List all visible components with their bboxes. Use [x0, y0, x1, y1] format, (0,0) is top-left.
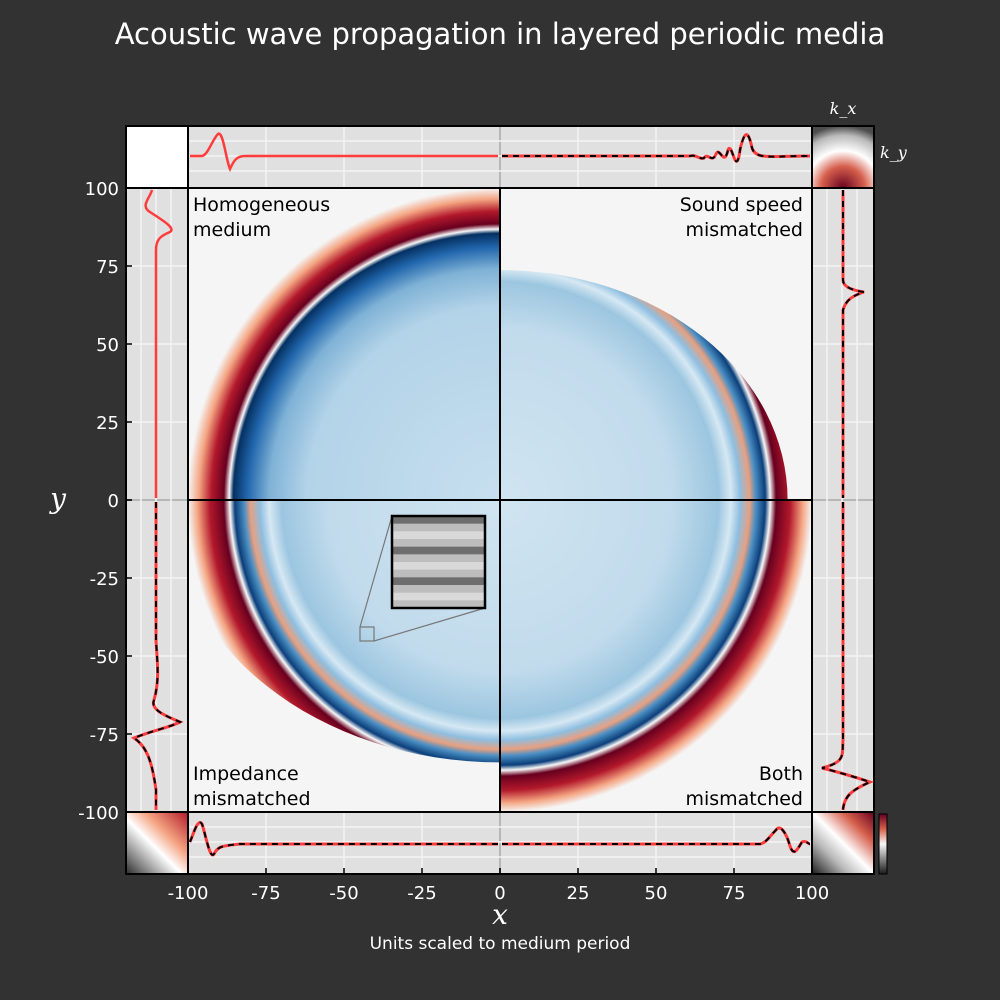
wavefront-both	[500, 500, 812, 812]
x-tick-label: 50	[645, 883, 668, 904]
x-tick-label: 75	[723, 883, 746, 904]
heatmap-quadrants	[187, 187, 813, 813]
y-tick-label: 25	[96, 413, 119, 434]
inset-layer-stripe	[392, 546, 485, 555]
inset-layer-stripe	[392, 516, 485, 524]
dispersion-map-top-right	[811, 125, 875, 189]
x-tick-label: -50	[329, 883, 358, 904]
quadrant-br-frame	[499, 499, 813, 813]
inset-layer-stripe	[392, 554, 485, 563]
y-tick-label: 75	[96, 257, 119, 278]
colorbar	[878, 813, 888, 875]
y-tick-label: -75	[90, 725, 119, 746]
inset-layer-stripe	[392, 577, 485, 586]
inset-layer-stripe	[392, 585, 485, 593]
trace-top-right-black	[502, 133, 811, 163]
trace-right-bottom-black	[821, 502, 873, 811]
margin-traces	[130, 132, 875, 857]
x-tick-label: -75	[251, 883, 280, 904]
label-both-line1: Both	[759, 763, 803, 785]
wavefront-homogeneous	[188, 188, 500, 500]
y-tick-label: -100	[78, 803, 119, 824]
trace-left-top	[144, 189, 173, 498]
inset-connector-top	[359, 515, 393, 628]
x-tick-label: 25	[567, 883, 590, 904]
ky-label: k_y	[880, 143, 908, 162]
trace-bottom-left-black	[189, 821, 498, 856]
label-impedance-line1: Impedance	[193, 763, 299, 785]
kx-label: k_x	[830, 99, 857, 118]
inset-layer-stripe	[392, 592, 485, 601]
inset-connector-bottom	[373, 607, 486, 642]
trace-left-bottom-black	[131, 502, 183, 810]
inset-layer-stripe	[392, 539, 485, 547]
trace-top-left	[190, 132, 498, 173]
x-tick-label: -25	[407, 883, 436, 904]
y-tick-label: 0	[108, 491, 119, 512]
label-sound-speed-line1: Sound speed	[680, 194, 803, 216]
inset-layer-stripe	[392, 569, 485, 578]
units-caption: Units scaled to medium period	[370, 934, 631, 954]
x-tick-label: 0	[494, 883, 505, 904]
dispersion-map-bottom-right	[811, 811, 875, 875]
label-homogeneous-line2: medium	[193, 219, 271, 241]
corner-blank	[125, 125, 189, 189]
inset-layer-stripe	[392, 523, 485, 532]
x-axis-label: x	[492, 898, 508, 931]
y-tick-label: -50	[90, 647, 119, 668]
chart-title: Acoustic wave propagation in layered per…	[115, 17, 886, 51]
y-tick-label: -25	[90, 569, 119, 590]
label-impedance-line2: mismatched	[193, 788, 311, 810]
dispersion-map-bottom-left	[125, 811, 189, 875]
y-tick-label: 100	[85, 179, 119, 200]
label-sound-speed-line2: mismatched	[685, 219, 803, 241]
wavefront-sound-speed	[500, 270, 788, 500]
inset-source-box	[359, 626, 375, 642]
y-axis-label: y	[48, 482, 67, 515]
zoom-inset	[359, 514, 487, 642]
inset-layer-stripe	[392, 600, 485, 609]
x-tick-label: 100	[795, 883, 829, 904]
y-tick-label: 50	[96, 335, 119, 356]
label-both-line2: mismatched	[685, 788, 803, 810]
y-axis-ticks: 100 75 50 25 0 -25 -50 -75 -100	[78, 179, 132, 824]
trace-right-top-black	[842, 190, 865, 498]
inset-layer-stripe	[392, 531, 485, 540]
inset-frame	[390, 514, 487, 610]
label-homogeneous-line1: Homogeneous	[193, 194, 330, 216]
inset-layer-stripe	[392, 562, 485, 570]
x-tick-label: -100	[168, 883, 209, 904]
x-axis-ticks: -100 -75 -50 -25 0 25 50 75 100	[168, 868, 829, 904]
trace-bottom-right-red	[502, 826, 811, 854]
